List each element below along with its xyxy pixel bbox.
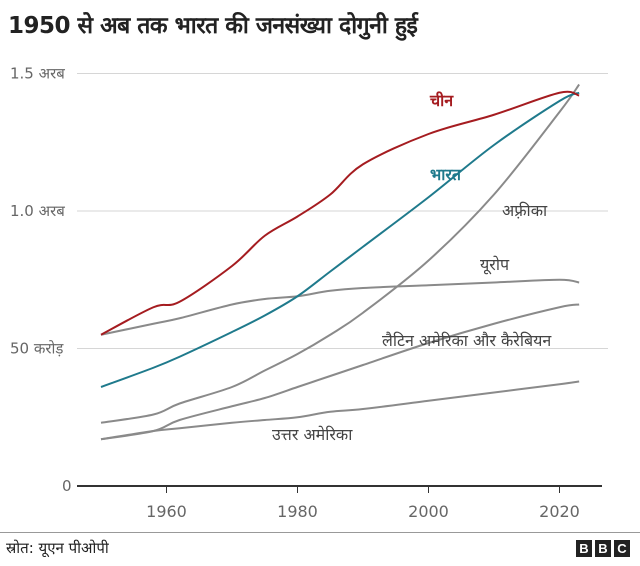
series-line bbox=[100, 91, 580, 388]
footer-divider bbox=[0, 532, 640, 533]
series-label: भारत bbox=[430, 165, 462, 184]
y-tick-label: 50 करोड़ bbox=[10, 340, 64, 358]
series-line bbox=[100, 83, 580, 424]
y-tick-label: 0 bbox=[62, 477, 72, 495]
y-tick-label: 1.0 अरब bbox=[10, 202, 65, 220]
x-tick-label: 1960 bbox=[146, 502, 187, 521]
series-label: चीन bbox=[429, 91, 454, 110]
series-label: यूरोप bbox=[480, 255, 510, 275]
chart-title: 1950 से अब तक भारत की जनसंख्या दोगुनी हु… bbox=[8, 13, 418, 39]
series-label: उत्तर अमेरिका bbox=[272, 425, 353, 444]
series-label: लैटिन अमेरिका और कैरेबियन bbox=[382, 331, 552, 350]
x-tick-label: 2000 bbox=[408, 502, 449, 521]
y-tick-label: 1.5 अरब bbox=[10, 65, 65, 83]
series-line bbox=[100, 303, 580, 441]
series-label: अफ़्रीका bbox=[502, 201, 548, 220]
source-note: स्रोत: यूएन पीओपी bbox=[6, 539, 109, 557]
x-tick-label: 2020 bbox=[539, 502, 580, 521]
series-line bbox=[100, 90, 580, 336]
line-chart: 0 50 करोड़ 1.0 अरब 1.5 अरब 1960 1980 2000 2020 च… bbox=[10, 65, 608, 521]
series-line bbox=[100, 380, 580, 441]
series-line bbox=[100, 278, 580, 336]
x-tick-label: 1980 bbox=[277, 502, 318, 521]
